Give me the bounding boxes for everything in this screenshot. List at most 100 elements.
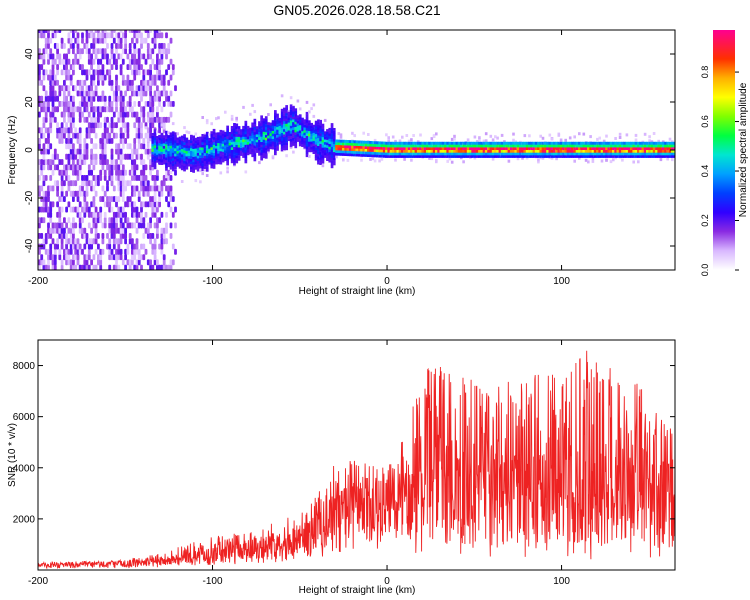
spectrogram-cell <box>523 152 527 156</box>
spectrogram-cell <box>285 154 288 158</box>
spectrogram-cell <box>156 130 159 134</box>
spectrogram-cell <box>112 53 116 60</box>
spectrogram-cell <box>51 64 55 70</box>
spectrogram-cell <box>185 158 189 162</box>
spectrogram-cell <box>478 149 481 153</box>
spectrogram-cell <box>503 147 506 150</box>
spectrogram-cell <box>285 131 288 135</box>
spectrogram-cell <box>110 222 114 229</box>
spectrogram-cell <box>251 127 254 131</box>
spectrogram-cell <box>140 106 143 113</box>
spectrogram-cell <box>140 95 143 102</box>
spectrogram-cell <box>76 106 80 113</box>
spectrogram-cell <box>131 164 134 171</box>
spectrogram-cell <box>167 185 171 192</box>
spectrogram-cell <box>414 152 418 156</box>
spectrogram-cell <box>81 206 84 213</box>
spectrogram-cell <box>47 233 50 239</box>
spectrogram-cell <box>276 132 279 135</box>
spectrogram-cell <box>242 128 245 132</box>
spectrogram-cell <box>453 134 456 138</box>
spectrogram-cell <box>512 152 515 156</box>
spectrogram-cell <box>142 37 146 44</box>
spectrogram-cell <box>187 155 191 159</box>
spectrogram-cell <box>180 143 184 147</box>
spectrogram-cell <box>446 141 450 145</box>
spectrogram-cell <box>364 143 368 147</box>
spectrogram-cell <box>623 149 626 153</box>
spectrogram-cell <box>72 106 75 113</box>
spectrogram-cell <box>146 132 150 139</box>
spectrogram-cell <box>646 141 649 145</box>
spectrogram-cell <box>489 147 493 150</box>
spectrogram-cell <box>323 118 327 122</box>
spectrogram-cell <box>76 159 80 165</box>
spectrogram-cell <box>308 130 311 134</box>
spectrogram-cell <box>607 147 611 150</box>
spectrogram-cell <box>546 152 549 156</box>
spectrogram-cell <box>56 48 59 55</box>
spectrogram-cell <box>97 111 100 118</box>
spectrogram-cell <box>38 243 41 250</box>
spectrogram-cell <box>69 148 73 155</box>
spectrogram-cell <box>217 116 220 120</box>
spectrogram-cell <box>362 153 366 157</box>
spectrogram-cell <box>203 163 207 167</box>
spectrogram-cell <box>196 144 200 148</box>
spectrogram-cell <box>171 69 175 76</box>
spectrogram-cell <box>171 122 175 126</box>
spectrogram-cell <box>67 175 71 181</box>
spectrogram-cell <box>99 95 103 102</box>
spectrogram-cell <box>253 147 257 151</box>
spectrogram-cell <box>503 152 506 156</box>
spectrogram-cell <box>330 125 334 129</box>
spectrogram-cell <box>484 132 488 136</box>
spectrogram-cell <box>171 142 175 145</box>
spectrogram-cell <box>430 155 434 158</box>
spectrogram-cell <box>192 143 195 147</box>
spectrogram-cell <box>201 168 205 172</box>
spectrogram-cell <box>119 132 123 139</box>
spectrogram-cell <box>500 152 504 156</box>
spectrogram-cell <box>367 140 370 144</box>
spectrogram-cell <box>47 138 50 144</box>
spectrogram-cell <box>94 211 98 218</box>
spectrogram-cell <box>131 85 134 92</box>
spectrogram-cell <box>201 136 205 140</box>
spectrogram-cell <box>115 132 118 139</box>
spectrogram-cell <box>40 185 44 192</box>
spectrogram-cell <box>516 157 520 161</box>
spectrogram-cell <box>244 160 248 164</box>
spectrogram-cell <box>69 222 73 229</box>
spectrogram-cell <box>60 259 64 266</box>
spectrogram-cell <box>419 152 422 156</box>
spectrogram-cell <box>58 169 62 176</box>
spectrogram-cell <box>509 155 513 158</box>
spectrogram-cell <box>185 156 189 159</box>
spectrogram-cell <box>428 152 431 156</box>
spectrogram-cell <box>394 149 397 153</box>
spectrogram-cell <box>194 143 198 146</box>
spectrogram-cell <box>332 159 336 163</box>
spectrogram-cell <box>274 139 277 142</box>
spectrogram-cell <box>192 140 195 144</box>
spectrogram-cell <box>283 128 286 132</box>
spectrogram-cell <box>321 136 325 140</box>
spectrogram-cell <box>56 106 59 113</box>
spectrogram-cell <box>192 154 195 157</box>
spectrogram-cell <box>63 64 66 70</box>
spectrogram-cell <box>90 148 93 155</box>
spectrogram-cell <box>162 116 166 123</box>
spectrogram-cell <box>60 58 64 65</box>
spectrogram-cell <box>185 148 189 152</box>
spectrogram-cell <box>101 64 105 70</box>
spectrogram-cell <box>371 154 375 158</box>
spectrogram-cell <box>283 118 286 122</box>
spectrogram-cell <box>305 122 309 126</box>
colorbar: 0.00.20.40.60.8 Normalized spectral ampl… <box>700 30 749 276</box>
spectrogram-cell <box>199 155 202 158</box>
spectrogram-cell <box>119 127 123 134</box>
spectrogram-cell <box>162 175 166 181</box>
spectrogram-cell <box>582 147 586 150</box>
spectrogram-cell <box>410 138 413 142</box>
